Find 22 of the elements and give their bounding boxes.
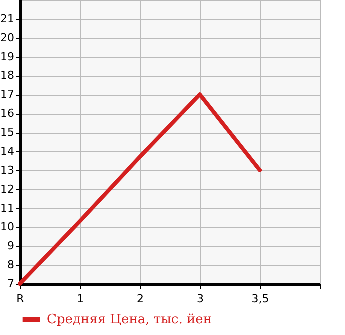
y-tick-label: 13 — [0, 164, 14, 177]
y-tick-label: 9 — [8, 240, 14, 253]
x-tick-label: 2 — [137, 292, 144, 306]
y-tick-label: 15 — [0, 126, 14, 140]
y-tick-label: 14 — [0, 144, 14, 158]
y-tick-label: 17 — [0, 88, 14, 102]
y-tick-label: 19 — [0, 50, 14, 64]
y-tick-label: 12 — [0, 182, 14, 196]
y-tick-label: 8 — [8, 258, 14, 272]
legend-label: Средняя Цена, тыс. йен — [47, 312, 212, 328]
y-tick-label: 16 — [0, 107, 14, 120]
y-tick-label: 11 — [0, 202, 14, 215]
y-tick-label: 21 — [0, 12, 14, 26]
y-tick-label: 20 — [0, 31, 14, 44]
y-tick-label: 7 — [8, 278, 14, 290]
x-tick-label: 3 — [197, 292, 204, 306]
line-series — [18, 92, 262, 286]
x-tick-label: R — [16, 292, 25, 306]
x-tick-label: 3,5 — [252, 292, 270, 306]
y-tick-label: 18 — [0, 69, 14, 82]
x-tick-label: 1 — [77, 292, 84, 306]
y-tick-label: 10 — [0, 220, 14, 234]
